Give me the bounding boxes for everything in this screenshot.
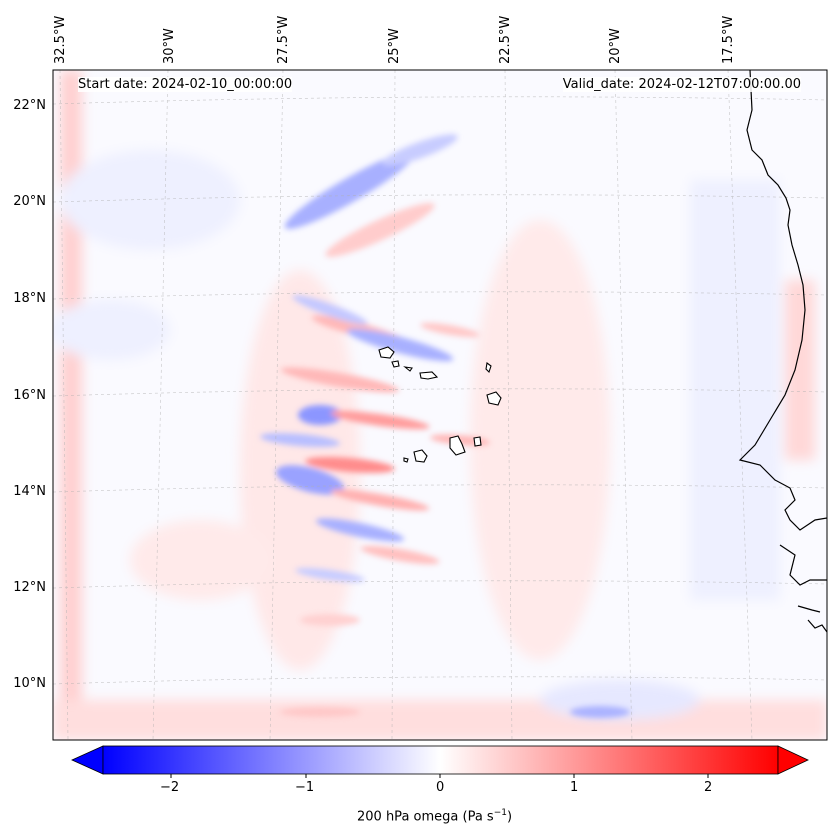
lon-label-30w: 30°W (162, 28, 177, 64)
omega-field (53, 70, 827, 740)
colorbar-tick-1: 1 (570, 780, 579, 795)
colorbar-title-sup: −1 (493, 808, 507, 818)
lat-label-14n: 14°N (13, 484, 46, 499)
map-frame (52, 69, 828, 741)
colorbar-max-extend (777, 745, 809, 775)
lon-label-17-5w: 17.5°W (721, 15, 736, 64)
lon-label-20w: 20°W (608, 28, 623, 64)
lat-label-10n: 10°N (13, 676, 46, 691)
graticule (53, 70, 827, 740)
lon-label-32-5w: 32.5°W (53, 15, 68, 64)
colorbar-tick-0: 0 (436, 780, 445, 795)
lon-label-27-5w: 27.5°W (276, 15, 291, 64)
colorbar-tick-neg1: −1 (295, 780, 315, 795)
lat-label-20n: 20°N (13, 194, 46, 209)
lon-label-25w: 25°W (387, 28, 402, 64)
colorbar-title-text: 200 hPa omega (Pa s (357, 809, 494, 825)
colorbar-bar (102, 745, 779, 775)
colorbar-title: 200 hPa omega (Pa s−1) (357, 808, 512, 824)
valid-date-label: Valid_date: 2024-02-12T07:00:00.00 (562, 77, 801, 92)
colorbar-tick-neg2: −2 (160, 780, 180, 795)
colorbar-tick-2: 2 (704, 780, 713, 795)
lon-label-22-5w: 22.5°W (498, 15, 513, 64)
cape-verde-islands (378, 346, 502, 463)
lat-label-12n: 12°N (13, 580, 46, 595)
coastline (738, 70, 827, 633)
lat-label-16n: 16°N (13, 388, 46, 403)
colorbar-min-extend (71, 745, 104, 775)
lat-label-18n: 18°N (13, 291, 46, 306)
lat-label-22n: 22°N (13, 98, 46, 113)
colorbar-title-end: ) (506, 809, 513, 825)
colorbar (71, 745, 809, 778)
start-date-label: Start date: 2024-02-10_00:00:00 (78, 77, 293, 92)
